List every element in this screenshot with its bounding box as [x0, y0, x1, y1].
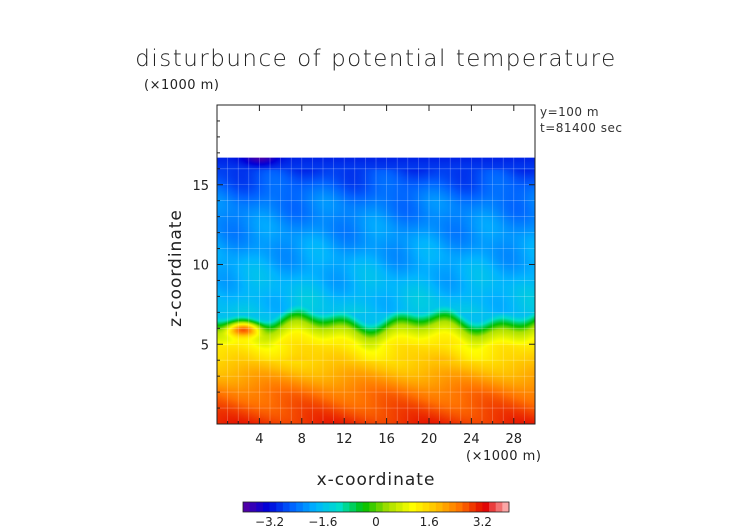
- x-tick-label: 16: [378, 432, 395, 447]
- y-tick-label: 5: [201, 338, 209, 353]
- colorbar-segment: [449, 502, 457, 512]
- colorbar-segment: [429, 502, 437, 512]
- colorbar-segment: [402, 502, 410, 512]
- colorbar-segment: [243, 502, 251, 512]
- colorbar-tick-label: 1.6: [420, 515, 439, 529]
- colorbar-segment: [316, 502, 324, 512]
- colorbar-segment: [302, 502, 310, 512]
- colorbar-segment: [389, 502, 397, 512]
- colorbar-frame: [242, 501, 510, 513]
- colorbar-segment: [356, 502, 364, 512]
- y-tick-label: 15: [192, 179, 209, 194]
- colorbar-segment: [395, 502, 404, 512]
- colorbar-segment: [296, 502, 304, 512]
- colorbar-segment: [309, 502, 317, 512]
- temperature-field: [217, 157, 535, 424]
- x-tick-label: 28: [506, 432, 523, 447]
- colorbar-segment: [442, 502, 450, 512]
- x-tick-label: 8: [298, 432, 306, 447]
- colorbar-segment: [289, 502, 297, 512]
- chart-title: disturbunce of potential temperature: [135, 46, 617, 72]
- colorbar-segment: [262, 502, 271, 512]
- x-tick-label: 4: [255, 432, 263, 447]
- colorbar-segment: [469, 502, 477, 512]
- colorbar-segment: [482, 502, 490, 512]
- y-location-annotation: y=100 m: [540, 105, 600, 119]
- grid-lines: [217, 157, 535, 424]
- colorbar-segment: [276, 502, 284, 512]
- x-axis-label: x-coordinate: [316, 470, 436, 490]
- colorbar-segment: [422, 502, 430, 512]
- colorbar-segment: [342, 502, 350, 512]
- colorbar-segment: [256, 502, 264, 512]
- colorbar-segment: [495, 502, 503, 512]
- colorbar-segment: [336, 502, 344, 512]
- colorbar-segment: [322, 502, 330, 512]
- colorbar-segment: [269, 502, 277, 512]
- colorbar-segment: [502, 502, 510, 512]
- x-tick-label: 24: [463, 432, 480, 447]
- colorbar-segment: [462, 502, 470, 512]
- colorbar-segment: [349, 502, 357, 512]
- colorbar-tick-label: −3.2: [255, 515, 284, 529]
- y-tick-label: 10: [192, 259, 209, 274]
- colorbar-segment: [475, 502, 483, 512]
- colorbar-tick-label: 0: [372, 515, 380, 529]
- colorbar-tick-label: −1.6: [308, 515, 337, 529]
- colorbar-segment: [329, 502, 337, 512]
- colorbar-segment: [409, 502, 417, 512]
- y-axis-unit: (×1000 m): [144, 78, 220, 93]
- x-tick-label: 20: [421, 432, 438, 447]
- colorbar: −3.2 −1.6 0 1.6 3.2: [242, 501, 510, 529]
- colorbar-segment: [282, 502, 291, 512]
- colorbar-segment: [455, 502, 463, 512]
- colorbar-segment: [369, 502, 377, 512]
- colorbar-segment: [376, 502, 384, 512]
- colorbar-segment: [489, 502, 497, 512]
- colorbar-segment: [435, 502, 443, 512]
- colorbar-tick-label: 3.2: [473, 515, 492, 529]
- x-axis-unit: (×1000 m): [466, 449, 542, 464]
- colorbar-segment: [249, 502, 257, 512]
- time-annotation: t=81400 sec: [540, 121, 623, 135]
- colorbar-segment: [382, 502, 390, 512]
- colorbar-segment: [362, 502, 370, 512]
- colorbar-segment: [415, 502, 424, 512]
- x-tick-label: 12: [336, 432, 353, 447]
